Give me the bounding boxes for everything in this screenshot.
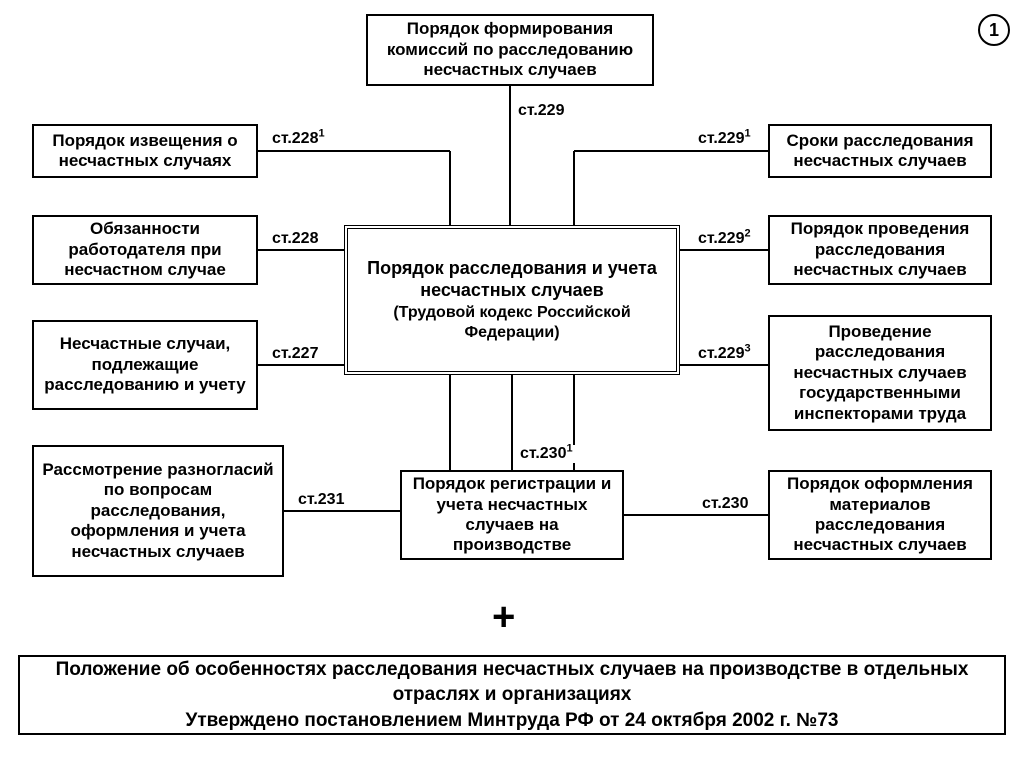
node-r1-text: Сроки расследования несчастных случаев (778, 131, 982, 172)
article-label-r2: ст.2292 (696, 230, 753, 248)
node-r4: Порядок оформления материалов расследова… (768, 470, 992, 560)
node-top: Порядок формирования комиссий по расслед… (366, 14, 654, 86)
node-l1: Порядок извещения о несчастных случаях (32, 124, 258, 178)
node-r2-text: Порядок проведения расследования несчаст… (778, 219, 982, 280)
node-bottom: Порядок регистрации и учета несчастных с… (400, 470, 624, 560)
center-title: Порядок расследования и учета несчастных… (367, 258, 657, 300)
article-label-l4: ст.231 (296, 491, 346, 509)
article-label-r3: ст.2293 (696, 345, 753, 363)
page-number-badge: 1 (978, 14, 1010, 46)
footer-line1: Положение об особенностях расследования … (56, 659, 969, 706)
node-l4-text: Рассмотрение разногласий по вопросам рас… (42, 460, 274, 562)
node-r1: Сроки расследования несчастных случаев (768, 124, 992, 178)
article-label-r4: ст.230 (700, 495, 750, 513)
node-r3: Проведение расследования несчастных случ… (768, 315, 992, 431)
center-subtitle: (Трудовой кодекс Российской Федерации) (356, 303, 668, 341)
footer-line2: Утверждено постановлением Минтруда РФ от… (186, 710, 839, 731)
article-label-r1: ст.2291 (696, 130, 753, 148)
center-node: Порядок расследования и учета несчастных… (344, 225, 680, 375)
article-label-top: ст.229 (516, 102, 566, 120)
node-r4-text: Порядок оформления материалов расследова… (778, 474, 982, 556)
node-l4: Рассмотрение разногласий по вопросам рас… (32, 445, 284, 577)
node-l2: Обязанности работодателя при несчастном … (32, 215, 258, 285)
plus-symbol: + (492, 595, 515, 640)
node-l3: Несчастные случаи, подлежащие расследова… (32, 320, 258, 410)
node-bottom-text: Порядок регистрации и учета несчастных с… (410, 474, 614, 556)
node-top-text: Порядок формирования комиссий по расслед… (376, 19, 644, 80)
node-l1-text: Порядок извещения о несчастных случаях (42, 131, 248, 172)
article-label-bot: ст.2301 (518, 445, 575, 463)
article-label-l2: ст.228 (270, 230, 320, 248)
diagram-canvas: 1 Порядок расследования и учета несчастн… (0, 0, 1024, 767)
node-r3-text: Проведение расследования несчастных случ… (778, 322, 982, 424)
node-l2-text: Обязанности работодателя при несчастном … (42, 219, 248, 280)
node-l3-text: Несчастные случаи, подлежащие расследова… (42, 334, 248, 395)
page-number: 1 (989, 20, 999, 41)
article-label-l1: ст.2281 (270, 130, 327, 148)
article-label-l3: ст.227 (270, 345, 320, 363)
node-r2: Порядок проведения расследования несчаст… (768, 215, 992, 285)
footer-box: Положение об особенностях расследования … (18, 655, 1006, 735)
